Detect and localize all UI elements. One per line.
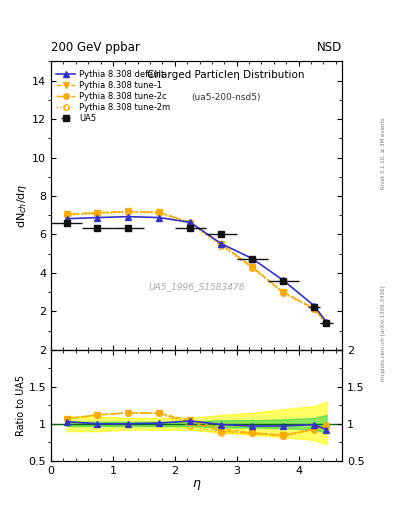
Pythia 8.308 tune-1	[64, 211, 69, 218]
Pythia 8.308 tune-1	[219, 241, 224, 247]
Pythia 8.308 tune-2m	[157, 210, 162, 217]
Pythia 8.308 tune-2c	[126, 208, 131, 215]
Pythia 8.308 tune-2c	[95, 210, 100, 216]
Pythia 8.308 tune-2m	[312, 306, 316, 312]
Pythia 8.308 tune-2m	[219, 243, 224, 249]
Pythia 8.308 tune-2c	[188, 220, 193, 226]
Pythia 8.308 default	[64, 216, 69, 222]
Line: Pythia 8.308 tune-1: Pythia 8.308 tune-1	[64, 209, 329, 326]
Pythia 8.308 default	[95, 215, 100, 221]
Pythia 8.308 tune-1	[126, 208, 131, 215]
Pythia 8.308 default	[188, 219, 193, 225]
Pythia 8.308 tune-2m	[126, 209, 131, 216]
Text: Rivet 3.1.10, ≥ 3M events: Rivet 3.1.10, ≥ 3M events	[381, 118, 386, 189]
Text: NSD: NSD	[317, 41, 342, 54]
Y-axis label: Ratio to UA5: Ratio to UA5	[16, 375, 26, 436]
Pythia 8.308 tune-2m	[281, 290, 285, 296]
Pythia 8.308 tune-1	[157, 209, 162, 216]
Pythia 8.308 default	[324, 319, 329, 325]
Pythia 8.308 default	[219, 241, 224, 247]
Pythia 8.308 tune-2c	[219, 241, 224, 247]
Pythia 8.308 tune-1	[324, 320, 329, 326]
Pythia 8.308 tune-2m	[250, 265, 255, 271]
Pythia 8.308 tune-1	[281, 289, 285, 295]
Pythia 8.308 default	[312, 303, 316, 309]
Pythia 8.308 tune-2c	[324, 320, 329, 326]
Text: Charged Particleη Distribution: Charged Particleη Distribution	[147, 70, 304, 80]
Pythia 8.308 default	[250, 255, 255, 262]
Pythia 8.308 tune-1	[95, 210, 100, 216]
Pythia 8.308 tune-1	[312, 306, 316, 312]
X-axis label: η: η	[193, 477, 200, 490]
Legend: Pythia 8.308 default, Pythia 8.308 tune-1, Pythia 8.308 tune-2c, Pythia 8.308 tu: Pythia 8.308 default, Pythia 8.308 tune-…	[54, 67, 173, 125]
Pythia 8.308 tune-2c	[157, 209, 162, 216]
Pythia 8.308 tune-2c	[64, 211, 69, 218]
Pythia 8.308 tune-1	[188, 220, 193, 226]
Pythia 8.308 tune-2m	[324, 321, 329, 327]
Pythia 8.308 tune-1	[250, 264, 255, 270]
Line: Pythia 8.308 tune-2m: Pythia 8.308 tune-2m	[64, 209, 329, 326]
Pythia 8.308 tune-2c	[281, 289, 285, 295]
Pythia 8.308 default	[126, 214, 131, 220]
Text: 200 GeV ppbar: 200 GeV ppbar	[51, 41, 140, 54]
Pythia 8.308 tune-2m	[64, 212, 69, 218]
Y-axis label: dN$_{ch}$/d$\eta$: dN$_{ch}$/d$\eta$	[15, 183, 29, 228]
Pythia 8.308 default	[157, 215, 162, 221]
Text: (ua5-200-nsd5): (ua5-200-nsd5)	[191, 93, 260, 102]
Text: mcplots.cern.ch [arXiv:1306.3436]: mcplots.cern.ch [arXiv:1306.3436]	[381, 285, 386, 380]
Pythia 8.308 tune-2m	[188, 221, 193, 227]
Line: Pythia 8.308 default: Pythia 8.308 default	[64, 214, 329, 325]
Pythia 8.308 default	[281, 277, 285, 283]
Line: Pythia 8.308 tune-2c: Pythia 8.308 tune-2c	[64, 209, 329, 326]
Text: UA5_1996_S1583476: UA5_1996_S1583476	[148, 282, 245, 291]
Pythia 8.308 tune-2m	[95, 210, 100, 217]
Pythia 8.308 tune-2c	[250, 264, 255, 270]
Pythia 8.308 tune-2c	[312, 306, 316, 312]
